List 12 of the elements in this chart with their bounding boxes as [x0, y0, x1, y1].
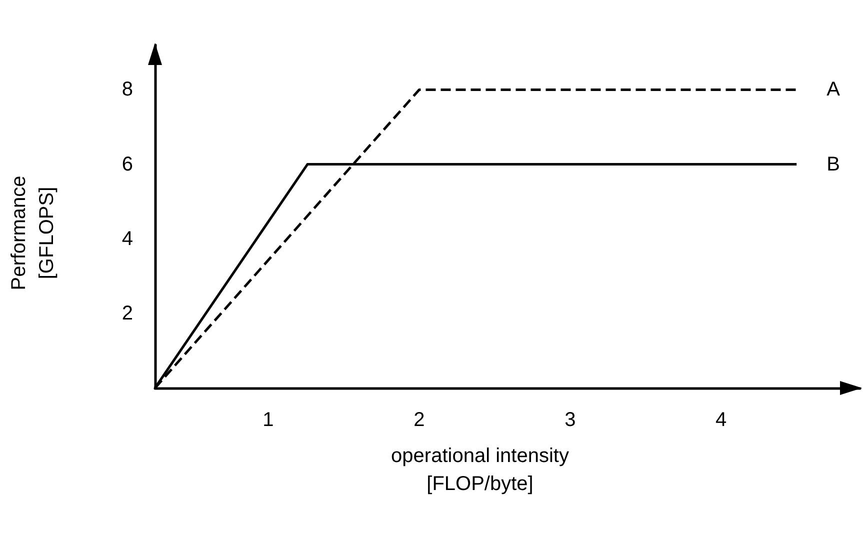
y-tick-label: 6 — [122, 153, 133, 176]
x-tick-label: 1 — [262, 409, 274, 431]
y-axis-title: Performance [GFLOPS] — [7, 174, 59, 292]
y-tick-label: 8 — [122, 78, 133, 101]
series-label: A — [826, 78, 841, 101]
x-tick-label: 4 — [716, 409, 727, 431]
series-label: B — [826, 153, 840, 176]
x-tick-label: 3 — [564, 409, 576, 431]
y-tick-label: 4 — [122, 228, 133, 250]
y-tick-label: 2 — [122, 302, 133, 324]
x-axis-title: operational intensity [FLOP/byte] — [390, 444, 570, 497]
x-tick-label: 2 — [414, 409, 425, 431]
